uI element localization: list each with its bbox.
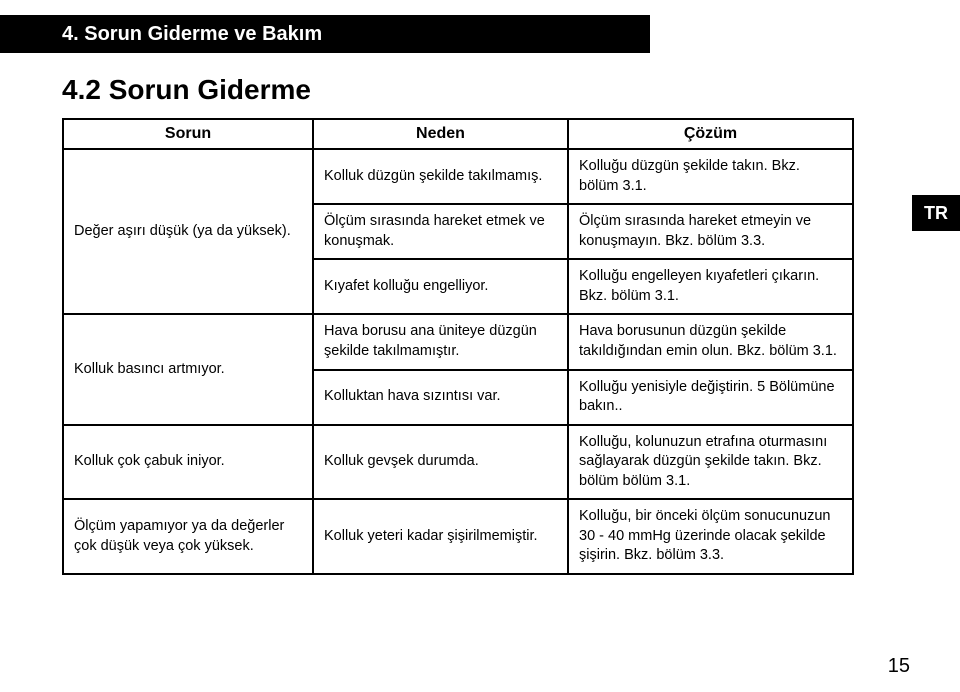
cell-cause: Kıyafet kolluğu engelliyor. (313, 259, 568, 314)
cell-solution: Kolluğu yenisiyle değiştirin. 5 Bölümüne… (568, 370, 853, 425)
table-row: Ölçüm yapamıyor ya da değerler çok düşük… (63, 499, 853, 574)
table-header-row: Sorun Neden Çözüm (63, 119, 853, 149)
cell-cause: Kolluk gevşek durumda. (313, 425, 568, 500)
col-header-solution: Çözüm (568, 119, 853, 149)
table-row: Kolluk basıncı artmıyor. Hava borusu ana… (63, 314, 853, 369)
cell-problem: Değer aşırı düşük (ya da yüksek). (63, 149, 313, 314)
table-row: Kolluk çok çabuk iniyor. Kolluk gevşek d… (63, 425, 853, 500)
cell-cause: Kolluktan hava sızıntısı var. (313, 370, 568, 425)
cell-problem: Kolluk basıncı artmıyor. (63, 314, 313, 424)
cell-solution: Kolluğu, bir önceki ölçüm sonucunuzun 30… (568, 499, 853, 574)
chapter-title: 4. Sorun Giderme ve Bakım (62, 23, 322, 46)
cell-problem: Ölçüm yapamıyor ya da değerler çok düşük… (63, 499, 313, 574)
cell-solution: Ölçüm sırasında hareket etmeyin ve konuş… (568, 204, 853, 259)
troubleshooting-table: Sorun Neden Çözüm Değer aşırı düşük (ya … (62, 118, 854, 575)
troubleshooting-table-wrap: Sorun Neden Çözüm Değer aşırı düşük (ya … (62, 118, 852, 575)
language-tab: TR (912, 195, 960, 231)
cell-cause: Ölçüm sırasında hareket etmek ve konuşma… (313, 204, 568, 259)
cell-cause: Kolluk yeteri kadar şişirilmemiştir. (313, 499, 568, 574)
chapter-header: 4. Sorun Giderme ve Bakım (0, 15, 650, 53)
col-header-cause: Neden (313, 119, 568, 149)
cell-cause: Kolluk düzgün şekilde takılmamış. (313, 149, 568, 204)
col-header-problem: Sorun (63, 119, 313, 149)
cell-problem: Kolluk çok çabuk iniyor. (63, 425, 313, 500)
language-tab-label: TR (924, 203, 948, 224)
section-title: 4.2 Sorun Giderme (62, 74, 311, 106)
cell-solution: Hava borusunun düzgün şekilde takıldığın… (568, 314, 853, 369)
cell-cause: Hava borusu ana üniteye düzgün şekilde t… (313, 314, 568, 369)
cell-solution: Kolluğu düzgün şekilde takın. Bkz. bölüm… (568, 149, 853, 204)
cell-solution: Kolluğu engelleyen kıyafetleri çıkarın. … (568, 259, 853, 314)
page-number: 15 (888, 655, 910, 678)
table-row: Değer aşırı düşük (ya da yüksek). Kolluk… (63, 149, 853, 204)
cell-solution: Kolluğu, kolunuzun etrafına oturmasını s… (568, 425, 853, 500)
